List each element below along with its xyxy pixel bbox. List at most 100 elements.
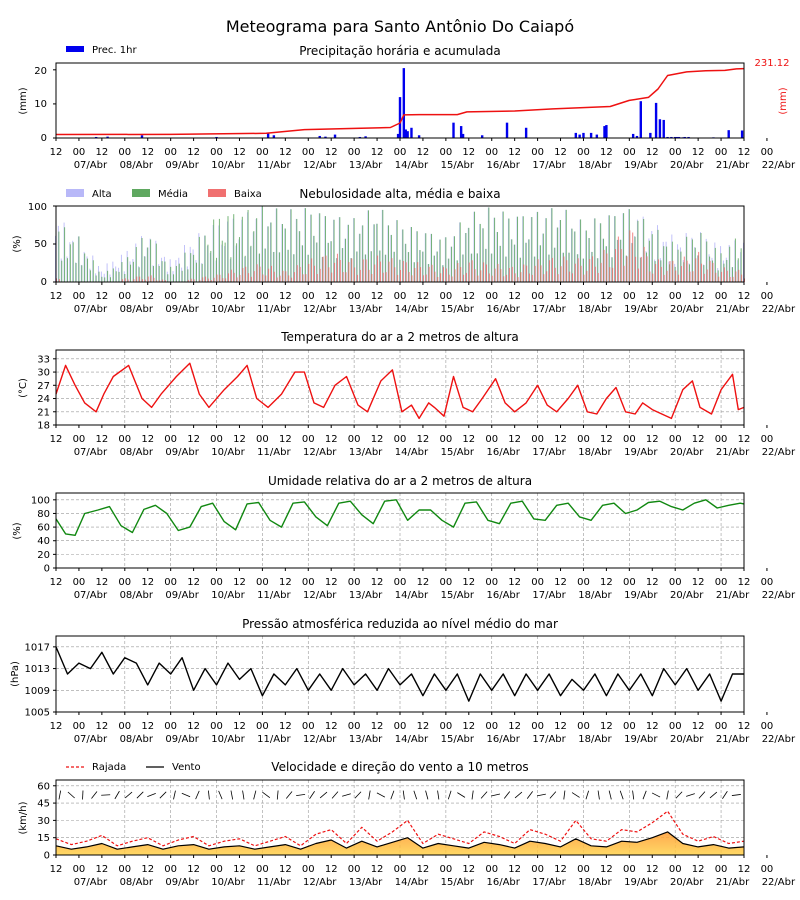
x-day-label: 14/Abr xyxy=(395,590,429,601)
x-tick-label: 12 xyxy=(417,434,430,445)
precip-bar xyxy=(635,135,639,138)
x-tick-label: 12 xyxy=(692,721,705,732)
x-tick-label: 12 xyxy=(462,291,475,302)
x-tick-label: 00 xyxy=(164,577,177,588)
x-tick-label: 00 xyxy=(394,434,407,445)
x-tick-label: 12 xyxy=(233,721,246,732)
wind-arrow xyxy=(342,793,351,797)
x-day-label: 14/Abr xyxy=(395,304,429,315)
wind-arrow xyxy=(390,790,395,800)
y-tick-label: 1013 xyxy=(25,664,50,675)
precip-ytick: 10 xyxy=(34,99,47,110)
x-tick-label: 12 xyxy=(95,147,108,158)
wind-arrow xyxy=(402,790,405,800)
x-day-label: 18/Abr xyxy=(578,590,612,601)
x-tick-label: 12 xyxy=(95,721,108,732)
x-tick-label: 12 xyxy=(738,577,751,588)
x-day-label: 09/Abr xyxy=(165,304,199,315)
x-day-label: 13/Abr xyxy=(349,877,383,888)
x-tick-label: 12 xyxy=(141,864,154,875)
x-tick-label: 12 xyxy=(600,721,613,732)
x-tick-label: 12 xyxy=(738,721,751,732)
x-day-label: 13/Abr xyxy=(349,160,383,171)
x-tick-label: 00 xyxy=(715,721,728,732)
precip-bar xyxy=(675,136,679,138)
x-tick-label: 00 xyxy=(439,147,452,158)
humidity-panel: Umidade relativa do ar a 2 metros de alt… xyxy=(12,474,532,540)
precip-bar xyxy=(687,136,690,138)
wind-legend-label: Vento xyxy=(172,762,201,773)
x-tick-label: 00 xyxy=(715,577,728,588)
precip-bar xyxy=(582,132,585,138)
x-tick-label: 12 xyxy=(187,577,200,588)
x-day-label: 11/Abr xyxy=(257,160,291,171)
x-tick-label: 12 xyxy=(325,291,338,302)
cloud-legend-swatch-low xyxy=(208,189,226,197)
x-tick-label: 00 xyxy=(577,721,590,732)
pressure-ylabel: (hPa) xyxy=(10,661,21,687)
x-day-label: 10/Abr xyxy=(211,590,245,601)
cloud-legend-label: Baixa xyxy=(234,189,262,200)
x-tick-label: 00 xyxy=(164,291,177,302)
wind-ylabel: (km/h) xyxy=(18,801,29,834)
x-tick-label: 00 xyxy=(715,434,728,445)
wind-arrow xyxy=(67,791,75,799)
x-tick-label: 12 xyxy=(462,721,475,732)
precip-bar xyxy=(740,130,744,138)
x-tick-label: 00 xyxy=(439,577,452,588)
x-day-label: 08/Abr xyxy=(120,447,154,458)
x-day-label: 21/Abr xyxy=(716,447,750,458)
wind-arrow xyxy=(642,790,647,800)
x-tick-label: 12 xyxy=(508,434,521,445)
wind-arrow xyxy=(425,790,429,800)
x-tick-label: 00 xyxy=(394,577,407,588)
x-tick-label: 00 xyxy=(761,434,774,445)
x-tick-label: 00 xyxy=(577,291,590,302)
x-tick-label: 12 xyxy=(50,577,63,588)
x-tick-label: 00 xyxy=(348,434,361,445)
x-day-label: 12/Abr xyxy=(303,304,337,315)
x-tick-label: 00 xyxy=(623,577,636,588)
precip-bar xyxy=(603,126,606,138)
wind-arrow xyxy=(503,791,511,799)
x-tick-label: 00 xyxy=(439,721,452,732)
precip-ytick: 0 xyxy=(41,133,47,144)
x-tick-label: 00 xyxy=(439,434,452,445)
x-tick-label: 00 xyxy=(669,864,682,875)
precip-bar xyxy=(324,136,327,138)
x-tick-label: 00 xyxy=(210,147,223,158)
x-day-label: 17/Abr xyxy=(532,877,566,888)
temperature-title: Temperatura do ar a 2 metros de altura xyxy=(280,330,519,344)
x-tick-label: 12 xyxy=(233,577,246,588)
wind-arrow xyxy=(207,790,210,800)
x-day-label: 15/Abr xyxy=(441,304,475,315)
x-tick-label: 00 xyxy=(256,577,269,588)
x-day-label: 18/Abr xyxy=(578,447,612,458)
precip-bar xyxy=(410,127,413,138)
x-day-label: 20/Abr xyxy=(670,304,704,315)
x-tick-label: 12 xyxy=(600,577,613,588)
x-tick-label: 12 xyxy=(371,577,384,588)
x-tick-label: 00 xyxy=(210,864,223,875)
x-tick-label: 00 xyxy=(531,721,544,732)
wind-arrow xyxy=(536,793,546,797)
wind-arrow xyxy=(368,790,371,800)
x-tick-label: 00 xyxy=(256,291,269,302)
wind-arrow xyxy=(709,791,718,799)
x-tick-label: 12 xyxy=(508,577,521,588)
x-tick-label: 00 xyxy=(761,577,774,588)
x-tick-label: 12 xyxy=(50,147,63,158)
x-tick-label: 00 xyxy=(256,721,269,732)
y-tick-label: 60 xyxy=(37,523,50,534)
x-day-label: 08/Abr xyxy=(120,877,154,888)
y-tick-label: 18 xyxy=(37,421,50,432)
wind-arrow xyxy=(276,790,279,800)
wind-arrow xyxy=(262,791,271,799)
precip-right-value: 231.12 xyxy=(755,58,790,69)
x-tick-label: 12 xyxy=(554,291,567,302)
x-tick-label: 12 xyxy=(95,434,108,445)
wind-arrow xyxy=(722,791,728,799)
x-tick-label: 00 xyxy=(302,291,315,302)
wind-arrow xyxy=(608,790,612,800)
x-tick-label: 00 xyxy=(485,577,498,588)
